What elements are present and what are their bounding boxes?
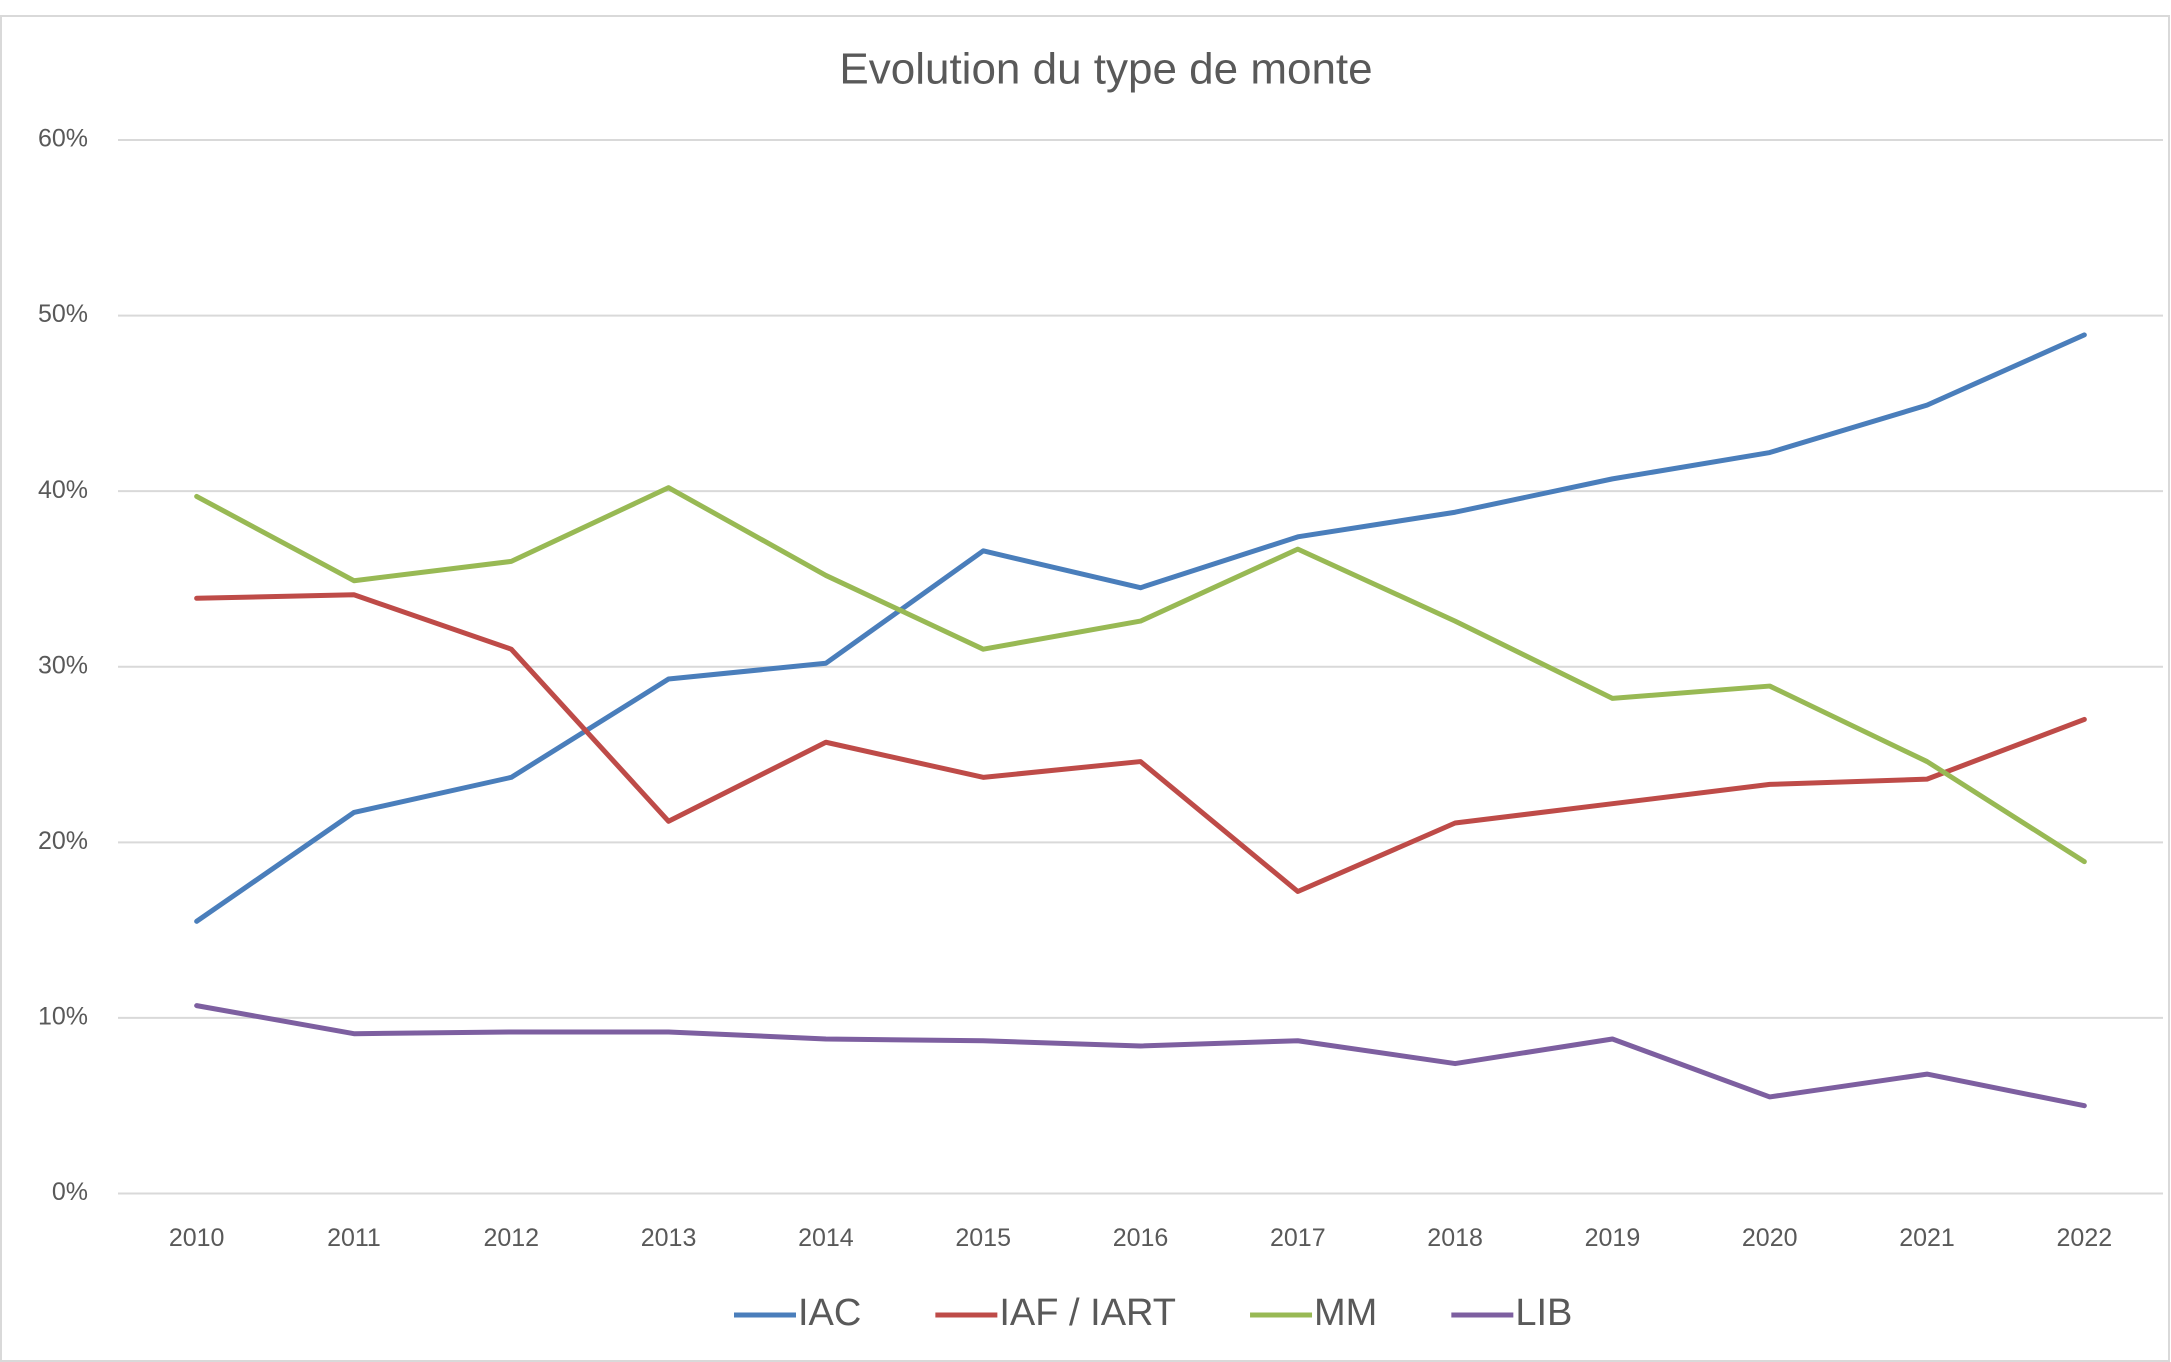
legend-label: IAC <box>798 1292 861 1334</box>
x-tick-label: 2016 <box>1113 1224 1169 1252</box>
y-tick-label: 30% <box>38 651 88 679</box>
chart-title: Evolution du type de monte <box>839 45 1372 94</box>
series-line <box>194 1003 2087 1109</box>
x-tick-label: 2021 <box>1899 1224 1955 1252</box>
y-tick-label: 60% <box>38 125 88 153</box>
y-tick-label: 50% <box>38 300 88 328</box>
x-tick-label: 2019 <box>1585 1224 1641 1252</box>
x-tick-label: 2012 <box>483 1224 539 1252</box>
y-tick-label: 0% <box>52 1178 88 1206</box>
x-tick-label: 2014 <box>798 1224 854 1252</box>
y-tick-label: 20% <box>38 827 88 855</box>
x-tick-label: 2010 <box>169 1224 225 1252</box>
x-tick-label: 2013 <box>641 1224 697 1252</box>
x-tick-label: 2011 <box>327 1224 381 1252</box>
legend-label: LIB <box>1515 1292 1572 1334</box>
x-tick-label: 2015 <box>955 1224 1011 1252</box>
series-line <box>194 485 2087 865</box>
x-tick-label: 2020 <box>1742 1224 1798 1252</box>
series-line <box>194 592 2087 894</box>
x-tick-label: 2022 <box>2057 1224 2113 1252</box>
chart-frame <box>0 15 2170 1362</box>
x-tick-label: 2018 <box>1427 1224 1483 1252</box>
series-line <box>194 332 2087 924</box>
x-tick-label: 2017 <box>1270 1224 1326 1252</box>
legend-label: IAF / IART <box>999 1292 1176 1334</box>
legend-label: MM <box>1314 1292 1377 1334</box>
y-tick-label: 10% <box>38 1003 88 1031</box>
y-tick-label: 40% <box>38 476 88 504</box>
